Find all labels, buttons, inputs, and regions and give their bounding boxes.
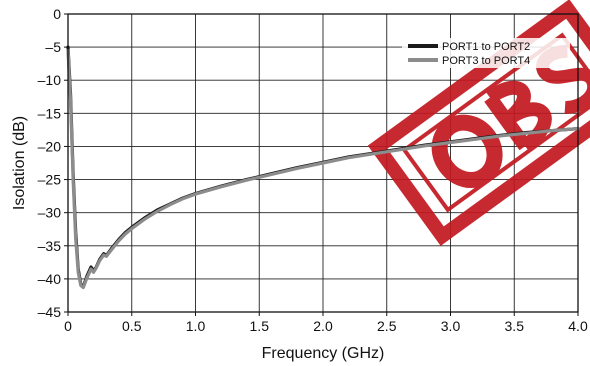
y-tick-label: –25 [38, 172, 62, 188]
y-axis-title: Isolation (dB) [11, 116, 28, 210]
legend-box [402, 38, 570, 68]
x-tick-label: 4.0 [568, 318, 588, 334]
legend-label-port1-port2: PORT1 to PORT2 [442, 41, 530, 53]
x-axis-title: Frequency (GHz) [262, 345, 385, 362]
stamp-inner-border [401, 32, 590, 213]
series-layer [66, 45, 580, 290]
y-tick-label: –30 [38, 205, 62, 221]
x-tick-label: 3.5 [505, 318, 525, 334]
y-tick-label: –5 [45, 39, 61, 55]
y-tick-label: –40 [38, 271, 62, 287]
y-tick-label: –20 [38, 138, 62, 154]
obsolete-stamp [367, 0, 590, 246]
x-tick-label: 3.0 [441, 318, 461, 334]
x-tick-label: 2.5 [377, 318, 397, 334]
stamp-border [367, 0, 590, 246]
y-tick-label: –45 [38, 304, 62, 320]
x-tick-label: 1.0 [186, 318, 206, 334]
y-tick-label: –35 [38, 238, 62, 254]
y-tick-label: –15 [38, 105, 62, 121]
legend-label-port3-port4: PORT3 to PORT4 [442, 55, 530, 67]
x-tick-label: 1.5 [250, 318, 270, 334]
x-tick-label: 0 [64, 318, 72, 334]
series-line-port3-port4 [66, 48, 580, 290]
y-tick-label: –10 [38, 72, 62, 88]
stamp-mark-2 [484, 80, 552, 152]
legend: PORT1 to PORT2 PORT3 to PORT4 [402, 38, 570, 68]
x-tick-label: 2.0 [313, 318, 333, 334]
tick-layer: 0 0.5 1.0 1.5 2.0 2.5 3.0 3.5 4.0 0 –5 –10 –15 –20 –25… [38, 6, 588, 334]
y-tick-label: 0 [53, 6, 61, 22]
x-tick-label: 0.5 [122, 318, 142, 334]
